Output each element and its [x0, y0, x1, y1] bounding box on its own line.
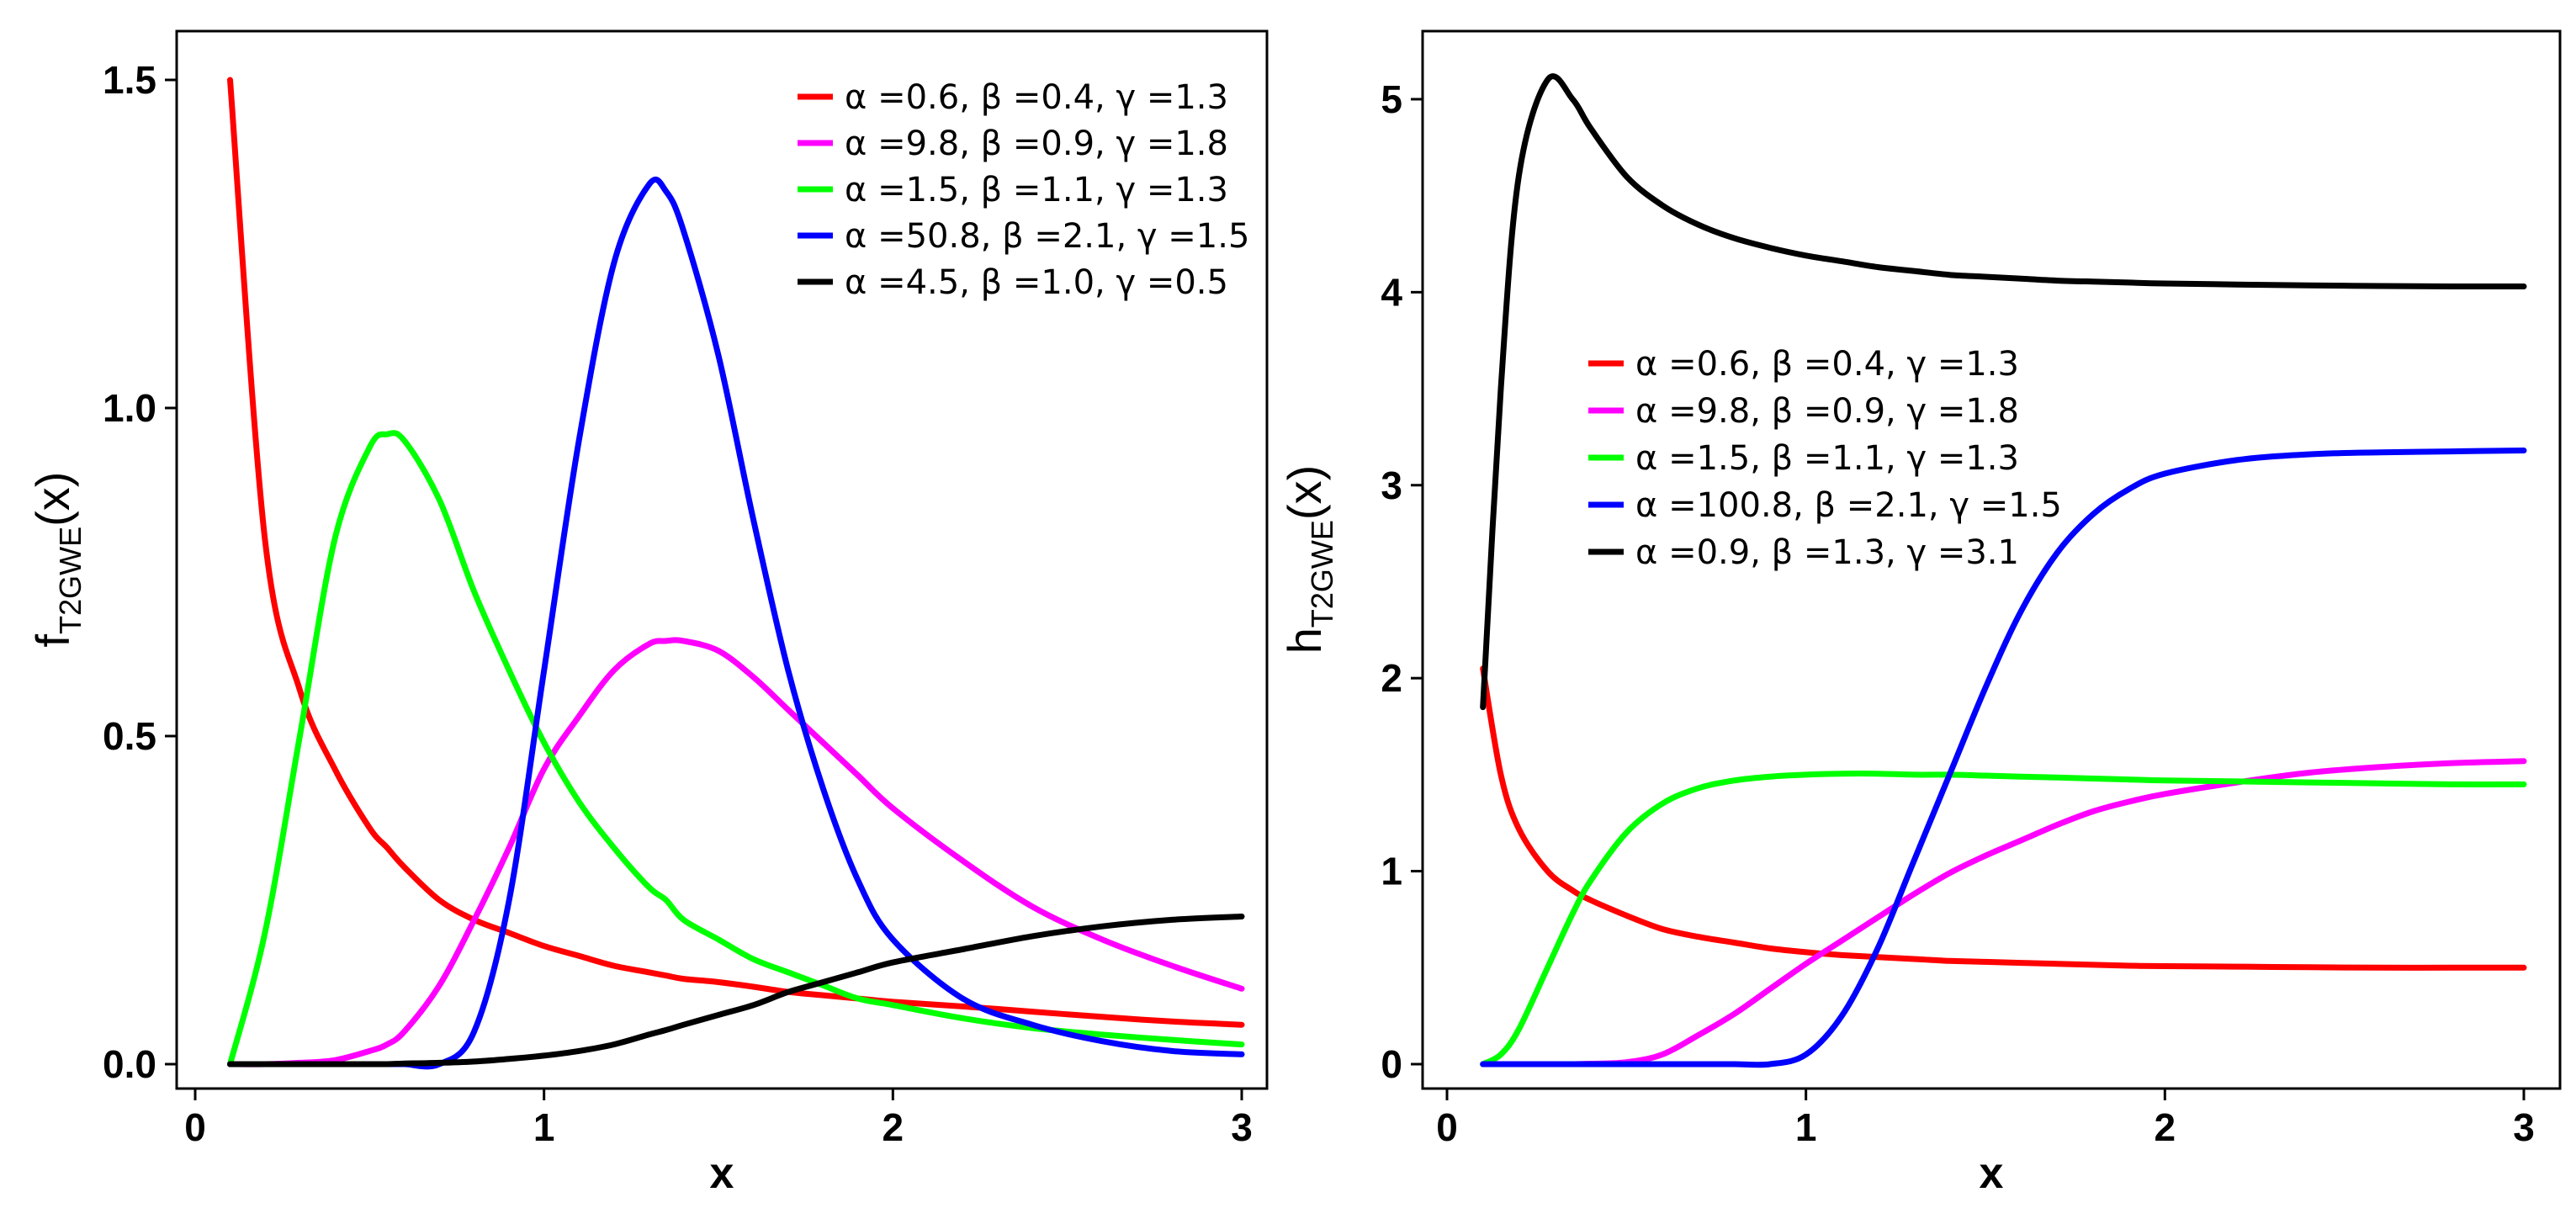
- right-y-tick-label: 1: [1381, 850, 1402, 893]
- left-y-ticks: 0.0 0.5 1.0 1.5: [103, 58, 177, 1086]
- right-legend-label-5: α =0.9, β =1.3, γ =3.1: [1635, 533, 2019, 572]
- left-legend-label-3: α =1.5, β =1.1, γ =1.3: [845, 171, 1228, 209]
- left-x-tick-label: 2: [883, 1105, 904, 1149]
- right-series-line-4: [1480, 448, 2527, 1068]
- left-legend: α =0.6, β =0.4, γ =1.3 α =9.8, β =0.9, γ …: [798, 78, 1249, 302]
- left-series-line-2: [227, 637, 1245, 1068]
- left-y-tick-label: 1.5: [103, 58, 156, 102]
- right-y-tick-label: 2: [1381, 656, 1402, 700]
- right-y-label-main: h: [1278, 628, 1331, 654]
- right-series-line-1: [1480, 665, 2527, 971]
- right-x-tick-label: 1: [1795, 1105, 1817, 1149]
- right-x-tick-label: 3: [2513, 1105, 2535, 1149]
- right-x-ticks: 0 1 2 3: [1436, 1089, 2535, 1149]
- right-y-tick-label: 0: [1381, 1042, 1402, 1086]
- right-legend-label-4: α =100.8, β =2.1, γ =1.5: [1635, 486, 2062, 525]
- right-legend-label-1: α =0.6, β =0.4, γ =1.3: [1635, 345, 2019, 384]
- left-y-label-sub: T2GWE: [53, 527, 87, 634]
- right-y-axis-label: hT2GWE(x): [1278, 465, 1339, 654]
- left-x-tick-label: 0: [184, 1105, 206, 1149]
- right-plot-frame: [1421, 29, 2562, 1090]
- right-legend-label-3: α =1.5, β =1.1, γ =1.3: [1635, 439, 2019, 478]
- left-y-tick-label: 1.0: [103, 386, 156, 430]
- right-series-group: [1480, 73, 2527, 1068]
- left-chart-panel: 0 1 2 3 0.0 0.5 1.0 1.5 x fT2GWE(x) α =0.6, β …: [26, 29, 1269, 1198]
- right-y-label-sub: T2GWE: [1305, 520, 1339, 628]
- left-series-line-3: [227, 430, 1245, 1068]
- left-y-label-main: f: [26, 633, 79, 647]
- left-x-tick-label: 1: [533, 1105, 555, 1149]
- right-series-line-2: [1480, 758, 2527, 1068]
- right-y-ticks: 0 1 2 3 4 5: [1381, 77, 1423, 1086]
- right-y-tick-label: 4: [1381, 270, 1402, 314]
- right-y-tick-label: 3: [1381, 464, 1402, 507]
- left-series-line-1: [227, 77, 1245, 1028]
- left-legend-label-1: α =0.6, β =0.4, γ =1.3: [845, 78, 1228, 117]
- left-x-axis-label: x: [710, 1149, 734, 1198]
- left-y-tick-label: 0.0: [103, 1042, 156, 1086]
- right-legend-label-2: α =9.8, β =0.9, γ =1.8: [1635, 392, 2019, 431]
- left-series-group: [227, 77, 1245, 1070]
- right-x-tick-label: 2: [2155, 1105, 2176, 1149]
- left-series-line-5: [227, 914, 1245, 1068]
- right-y-tick-label: 5: [1381, 77, 1402, 121]
- left-legend-label-4: α =50.8, β =2.1, γ =1.5: [845, 217, 1249, 256]
- right-x-tick-label: 0: [1436, 1105, 1458, 1149]
- left-plot-frame: [175, 29, 1269, 1090]
- left-y-axis-label: fT2GWE(x): [26, 472, 87, 648]
- left-legend-label-2: α =9.8, β =0.9, γ =1.8: [845, 125, 1228, 163]
- right-y-label-arg: (x): [1278, 465, 1331, 520]
- left-y-tick-label: 0.5: [103, 714, 156, 758]
- left-legend-label-5: α =4.5, β =1.0, γ =0.5: [845, 263, 1228, 302]
- right-legend: α =0.6, β =0.4, γ =1.3 α =9.8, β =0.9, γ …: [1588, 345, 2062, 572]
- left-x-tick-label: 3: [1231, 1105, 1253, 1149]
- right-series-line-5: [1480, 73, 2527, 711]
- right-chart-panel: 0 1 2 3 0 1 2 3 4 5 x hT2GWE(x) α =0.6, β =0.4, …: [1278, 29, 2562, 1198]
- left-y-label-arg: (x): [26, 472, 79, 527]
- right-series-line-3: [1480, 771, 2527, 1068]
- left-x-ticks: 0 1 2 3: [184, 1089, 1253, 1149]
- right-x-axis-label: x: [1980, 1149, 2004, 1198]
